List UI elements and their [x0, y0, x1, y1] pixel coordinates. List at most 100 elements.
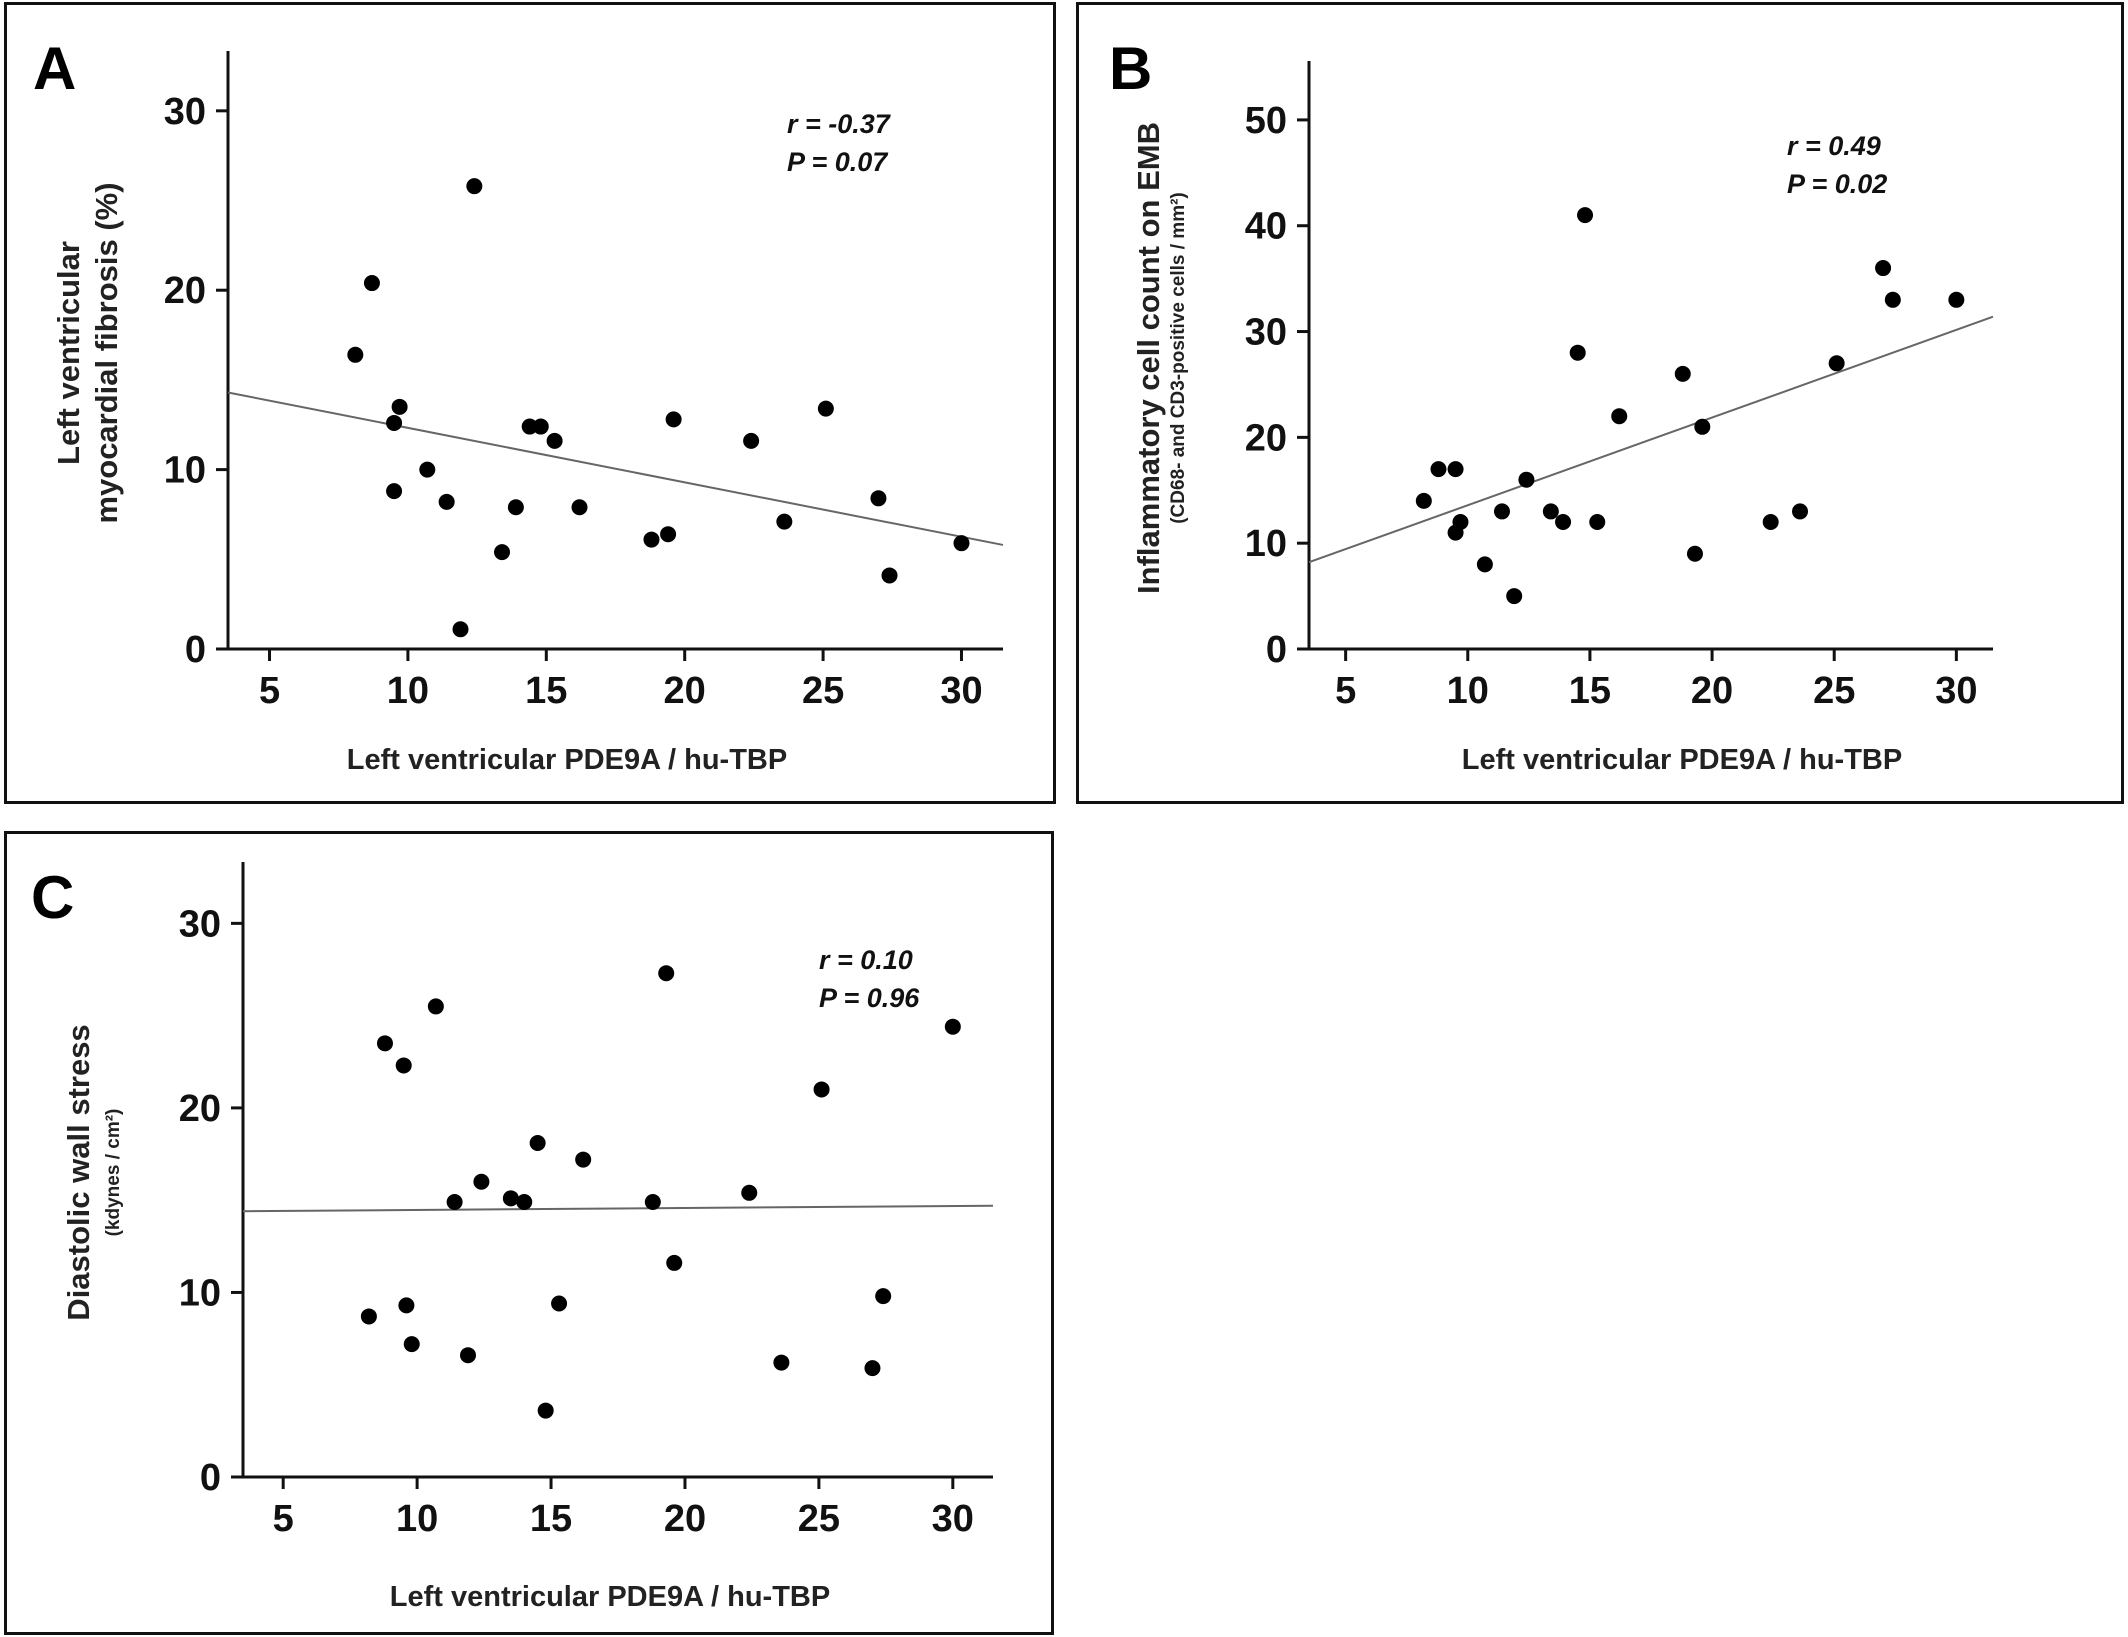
y-tick-label: 30: [1245, 312, 1287, 354]
x-axis-title: Left ventricular PDE9A / hu-TBP: [390, 1581, 830, 1613]
data-point: [644, 1194, 661, 1211]
regression-line: [227, 391, 1004, 546]
x-tick-label: 5: [259, 670, 280, 712]
y-axis-subtitle: (kdynes / cm²): [103, 1109, 124, 1237]
data-point: [870, 490, 887, 507]
correlation-r: r = -0.37: [787, 109, 892, 139]
data-point: [1674, 365, 1691, 382]
y-tick-label: 10: [1245, 523, 1287, 565]
y-tick-label: 20: [1245, 417, 1287, 459]
data-point: [398, 1297, 415, 1314]
data-point: [1518, 471, 1535, 488]
y-axis-title: Inflammatory cell count on EMB: [1131, 122, 1166, 594]
data-point: [502, 1190, 519, 1207]
x-tick-label: 30: [1935, 670, 1977, 712]
x-tick-label: 20: [664, 1498, 706, 1540]
panel-b: B 0 10 20 30 40 50 5 10 15 20 25 30 Left ventricular …: [1076, 2, 2124, 804]
data-point: [419, 461, 436, 478]
data-point: [546, 432, 563, 449]
data-point: [1762, 514, 1779, 531]
data-point: [875, 1288, 892, 1305]
scatter-chart-a: A 0 10 20 30 5 10 15 20 25 30 Left ventricular PDE9…: [33, 35, 1004, 776]
panel-letter: B: [1109, 35, 1152, 102]
data-point: [537, 1402, 554, 1419]
y-tick-label: 40: [1245, 206, 1287, 248]
data-point: [386, 483, 403, 500]
x-tick-label: 25: [1813, 670, 1855, 712]
data-point: [660, 526, 677, 543]
data-point: [1447, 461, 1464, 478]
data-point: [1415, 492, 1432, 509]
y-tick-label: 20: [179, 1088, 221, 1130]
regression-line: [242, 1204, 994, 1213]
data-point: [466, 178, 483, 195]
data-point: [881, 567, 898, 584]
data-point: [1506, 588, 1523, 605]
y-tick-label: 10: [179, 1272, 221, 1314]
data-point: [1452, 514, 1469, 531]
p-value: P = 0.07: [787, 147, 889, 177]
data-point: [494, 544, 511, 561]
correlation-r: r = 0.10: [819, 945, 913, 975]
data-point: [403, 1336, 420, 1353]
x-tick-label: 30: [932, 1498, 974, 1540]
data-point: [363, 275, 380, 292]
data-point: [1948, 291, 1965, 308]
data-point: [532, 418, 549, 435]
data-point: [1542, 503, 1559, 520]
data-point: [944, 1018, 961, 1035]
y-tick-label: 50: [1245, 100, 1287, 142]
data-point: [741, 1184, 758, 1201]
panel-letter: C: [31, 864, 74, 931]
data-point: [1611, 408, 1628, 425]
y-tick-label: 0: [185, 629, 206, 671]
data-point: [743, 432, 760, 449]
scatter-chart-c: C 0 10 20 30 5 10 15 20 25 30 Left ventricular PDE9…: [31, 862, 994, 1613]
data-point: [1686, 545, 1703, 562]
x-axis-title: Left ventricular PDE9A / hu-TBP: [1462, 744, 1902, 776]
data-point: [1493, 503, 1510, 520]
data-point: [643, 531, 660, 548]
x-tick-label: 5: [1335, 670, 1356, 712]
data-point: [529, 1134, 546, 1151]
y-tick-label: 30: [179, 903, 221, 945]
data-point: [438, 493, 455, 510]
correlation-r: r = 0.49: [1787, 131, 1881, 161]
data-point: [1569, 344, 1586, 361]
x-tick-label: 20: [664, 670, 706, 712]
scatter-chart-b: B 0 10 20 30 40 50 5 10 15 20 25 30 Left ventricular …: [1109, 35, 1994, 776]
y-tick-label: 10: [164, 450, 206, 492]
x-tick-label: 10: [387, 670, 429, 712]
x-tick-label: 25: [798, 1498, 840, 1540]
data-point: [658, 965, 675, 982]
data-point: [347, 346, 364, 363]
data-point: [953, 535, 970, 552]
data-point: [446, 1194, 463, 1211]
panel-c: C 0 10 20 30 5 10 15 20 25 30 Left ventricular PDE9…: [4, 831, 1054, 1635]
p-value: P = 0.02: [1787, 169, 1887, 199]
data-point: [1430, 461, 1447, 478]
data-point: [1875, 260, 1892, 277]
data-point: [665, 411, 682, 428]
data-point: [391, 398, 408, 415]
panel-a: A 0 10 20 30 5 10 15 20 25 30 Left ventricular PDE9…: [4, 2, 1056, 804]
y-axis-title: myocardial fibrosis (%): [89, 182, 124, 523]
data-point: [864, 1360, 881, 1377]
x-tick-label: 15: [1569, 670, 1611, 712]
data-point: [1555, 514, 1572, 531]
data-point: [1884, 291, 1901, 308]
data-point: [360, 1308, 377, 1325]
data-point: [395, 1057, 412, 1074]
data-point: [551, 1295, 568, 1312]
data-point: [460, 1347, 476, 1364]
y-axis-subtitle: (CD68- and CD3-positive cells / mm²): [1168, 192, 1189, 524]
data-point: [817, 400, 834, 417]
p-value: P = 0.96: [819, 983, 920, 1013]
y-tick-label: 30: [164, 91, 206, 133]
data-point: [813, 1081, 830, 1098]
data-point: [1828, 355, 1845, 372]
data-point: [516, 1194, 533, 1211]
y-axis-title: Left ventricular: [51, 241, 86, 465]
data-point: [776, 513, 793, 530]
data-point: [427, 998, 444, 1015]
